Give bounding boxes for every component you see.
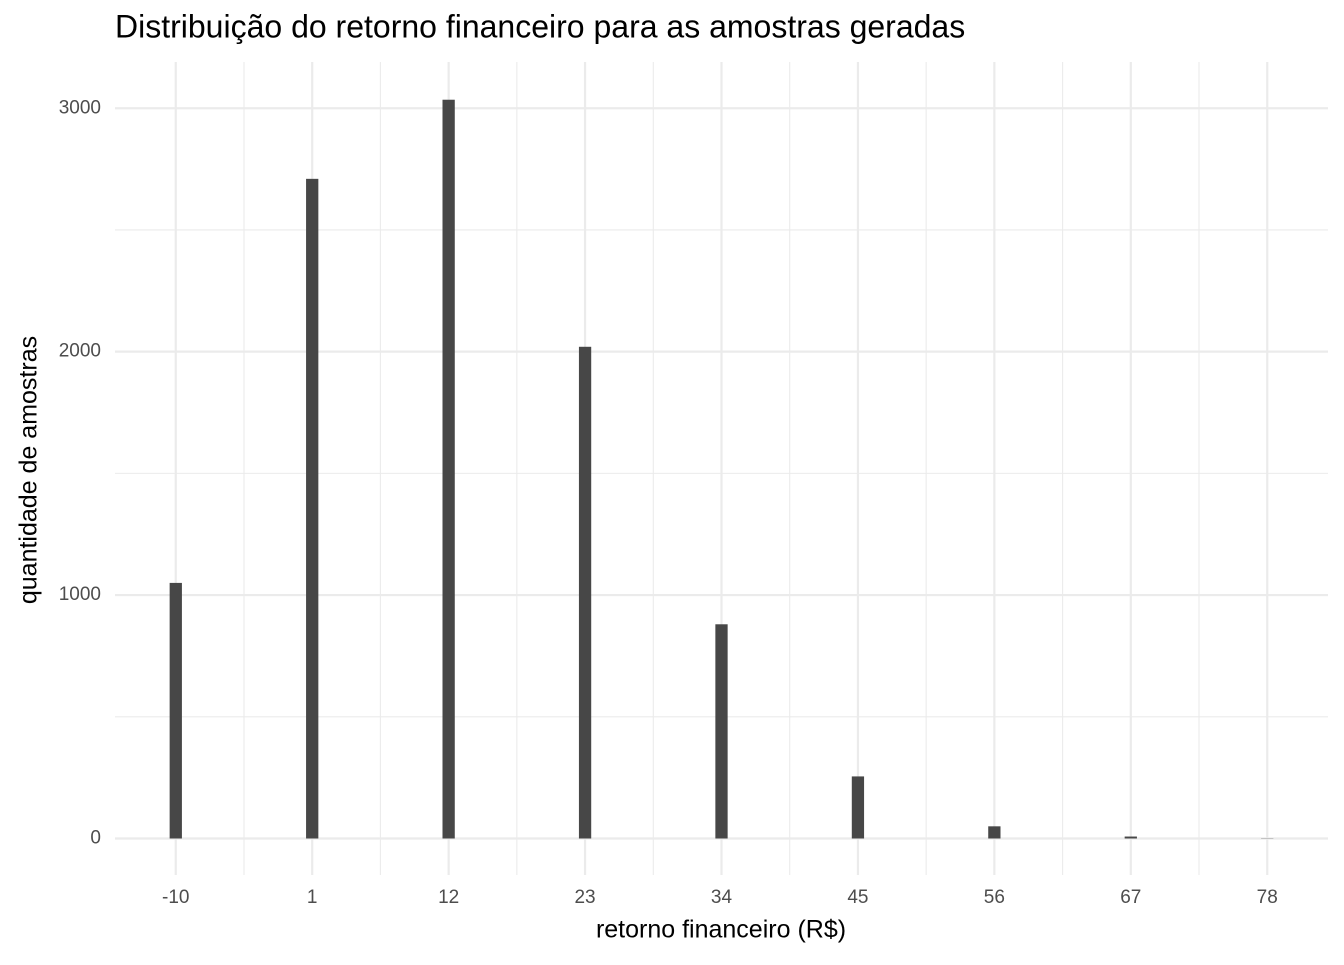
x-axis-title: retorno financeiro (R$) [596, 916, 846, 944]
y-tick-label: 3000 [59, 97, 101, 118]
bar [306, 179, 318, 839]
bar [852, 776, 864, 838]
y-axis-title: quantidade de amostras [15, 336, 43, 604]
x-tick-label: 1 [307, 887, 318, 908]
y-tick-label: 0 [90, 828, 101, 849]
x-tick-label: 23 [574, 887, 595, 908]
x-tick-label: 45 [847, 887, 868, 908]
x-tick-label: 34 [711, 887, 733, 908]
x-tick-label: 12 [438, 887, 459, 908]
bar [170, 583, 182, 839]
bar [442, 100, 454, 839]
x-tick-label: 67 [1120, 887, 1141, 908]
x-tick-label: 78 [1257, 887, 1278, 908]
y-tick-label: 1000 [59, 584, 101, 605]
x-tick-label: 56 [984, 887, 1005, 908]
x-tick-label: -10 [162, 887, 189, 908]
bar [715, 624, 727, 838]
bar [579, 347, 591, 839]
y-tick-label: 2000 [59, 341, 101, 362]
bar [1125, 837, 1137, 839]
chart-title: Distribuição do retorno financeiro para … [115, 8, 965, 44]
bar [988, 826, 1000, 838]
